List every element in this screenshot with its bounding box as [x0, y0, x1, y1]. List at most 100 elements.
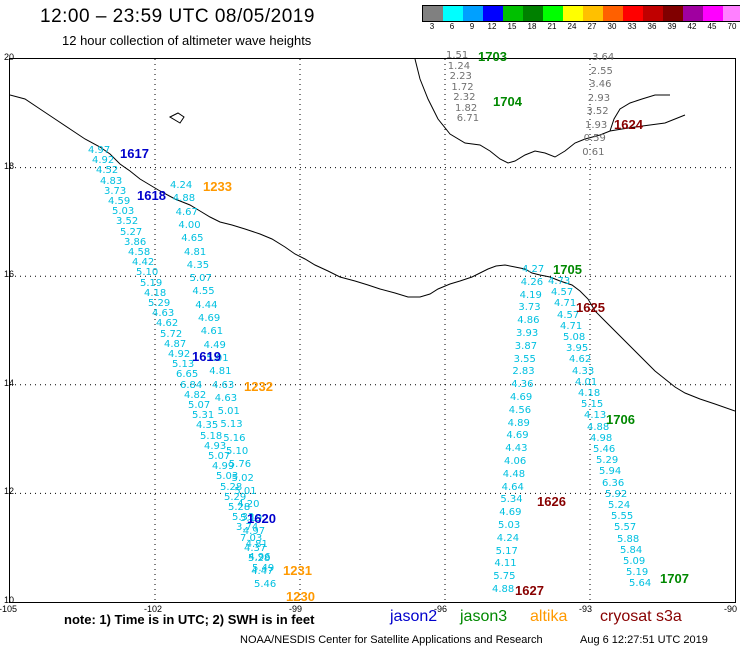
swh-value-label: 1.51 — [446, 50, 469, 61]
swh-value-label: 5.07 — [189, 273, 212, 285]
map-plot-area — [9, 58, 736, 603]
swh-value-label: 5.34 — [500, 494, 523, 506]
swh-value-label: 5.92 — [605, 488, 628, 500]
y-tick-label: 20 — [4, 52, 15, 62]
swh-value-label: 4.64 — [501, 481, 524, 493]
pass-id-1707: 1707 — [660, 571, 689, 586]
swh-value-label: 2.32 — [453, 92, 476, 103]
y-tick-label: 16 — [4, 269, 15, 280]
swh-value-label: 1.24 — [447, 60, 471, 72]
scale-label: 42 — [687, 22, 697, 31]
scale-label: 18 — [527, 22, 537, 31]
scale-label: 21 — [547, 22, 557, 31]
swh-value-label: 4.18 — [578, 388, 601, 399]
x-tick-label: -105 — [0, 604, 18, 614]
swh-value-label: 4.88 — [172, 193, 196, 205]
pass-id-1231: 1231 — [283, 563, 312, 578]
swh-value-label: 4.71 — [554, 298, 577, 310]
swh-value-label: 6.36 — [602, 477, 625, 489]
pass-id-1626: 1626 — [537, 494, 566, 509]
color-scale-bar — [422, 5, 740, 22]
pass-id-1627: 1627 — [515, 583, 544, 598]
swh-value-label: 4.87 — [164, 338, 187, 350]
scale-swatch — [703, 6, 723, 21]
scale-swatch — [623, 6, 643, 21]
pass-id-1230: 1230 — [286, 589, 315, 604]
swh-value-label: 3.95 — [566, 343, 589, 355]
swh-value-label: 4.57 — [557, 309, 580, 321]
swh-value-label: 3.52 — [116, 216, 139, 228]
swh-value-label: 4.69 — [499, 507, 522, 519]
swh-value-label: 4.81 — [209, 366, 232, 378]
swh-value-label: 4.36 — [511, 379, 534, 391]
swh-value-label: 4.37 — [244, 542, 267, 554]
swh-value-label: 5.33 — [232, 512, 255, 524]
swh-value-label: 3.73 — [104, 185, 127, 197]
swh-value-label: 5.88 — [617, 533, 640, 545]
swh-value-label: 4.63 — [212, 379, 235, 391]
scale-swatch — [543, 6, 563, 21]
swh-value-label: 5.03 — [498, 520, 521, 531]
y-tick-label: 14 — [4, 377, 15, 388]
swh-value-label: 3.93 — [516, 328, 539, 339]
swh-value-label: 5.03 — [216, 471, 239, 483]
swh-value-label: 5.17 — [495, 545, 518, 557]
swh-value-label: 5.75 — [493, 571, 516, 583]
x-tick-label: -102 — [144, 604, 163, 614]
swh-value-label: 3.55 — [513, 353, 536, 365]
scale-label: 39 — [667, 22, 677, 31]
y-tick-label: 12 — [4, 486, 15, 497]
swh-value-label: 4.69 — [198, 313, 221, 324]
x-tick-label: -99 — [289, 604, 303, 614]
swh-value-label: 5.29 — [224, 491, 247, 503]
swh-value-label: 5.84 — [620, 544, 643, 556]
swh-value-label: 4.35 — [196, 420, 219, 432]
swh-value-label: 4.26 — [520, 276, 544, 288]
scale-swatch — [663, 6, 683, 21]
swh-value-label: 5.29 — [596, 455, 619, 467]
swh-value-label: 3.73 — [518, 302, 541, 314]
swh-value-label: 5.10 — [226, 446, 249, 457]
swh-value-label: 4.82 — [184, 389, 207, 401]
pass-id-1625: 1625 — [576, 300, 605, 315]
swh-value-label: 5.57 — [614, 522, 637, 534]
swh-value-label: 5.94 — [599, 466, 622, 478]
x-tick-label: -93 — [579, 604, 593, 614]
swh-value-label: 5.03 — [112, 206, 135, 218]
swh-value-label: 4.99 — [212, 461, 235, 473]
swh-value-label: 4.81 — [184, 246, 207, 258]
footer-note: note: 1) Time is in UTC; 2) SWH is in fe… — [64, 612, 315, 627]
swh-value-label: 5.27 — [120, 226, 143, 238]
swh-value-label: 5.24 — [608, 500, 631, 511]
scale-label: 30 — [607, 22, 617, 31]
swh-value-label: 5.64 — [629, 578, 652, 590]
swh-value-label: 5.15 — [581, 399, 604, 411]
scale-swatch — [463, 6, 483, 21]
swh-value-label: 2.83 — [512, 366, 535, 378]
swh-value-label: 3.86 — [124, 236, 147, 248]
swh-value-label: 5.07 — [188, 400, 211, 411]
swh-value-label: 7.03 — [240, 532, 263, 544]
legend-jason2: jason2 — [390, 608, 438, 625]
scale-label: 70 — [727, 22, 737, 31]
swh-value-label: 4.62 — [156, 318, 179, 330]
swh-value-label: 4.61 — [200, 326, 224, 338]
swh-value-label: 5.55 — [611, 511, 634, 523]
swh-value-label: 1.72 — [451, 81, 474, 93]
island-shape — [168, 112, 185, 124]
legend-jason3: jason3 — [460, 608, 508, 625]
scale-swatch — [583, 6, 603, 21]
swh-value-label: 4.56 — [508, 404, 532, 416]
swh-value-label: 5.08 — [563, 332, 586, 343]
pass-id-1706: 1706 — [606, 412, 635, 427]
scale-swatch — [723, 6, 740, 21]
swh-value-label: 5.02 — [231, 472, 254, 484]
swh-value-label: 4.18 — [144, 287, 167, 299]
scale-swatch — [423, 6, 443, 21]
swh-value-label: 4.83 — [100, 175, 123, 187]
timestamp: Aug 6 12:27:51 UTC 2019 — [580, 634, 708, 646]
swh-value-label: 4.97 — [88, 145, 111, 156]
swh-value-label: 4.35 — [186, 259, 210, 271]
swh-value-label: 1.82 — [455, 102, 478, 114]
scale-swatch — [643, 6, 663, 21]
